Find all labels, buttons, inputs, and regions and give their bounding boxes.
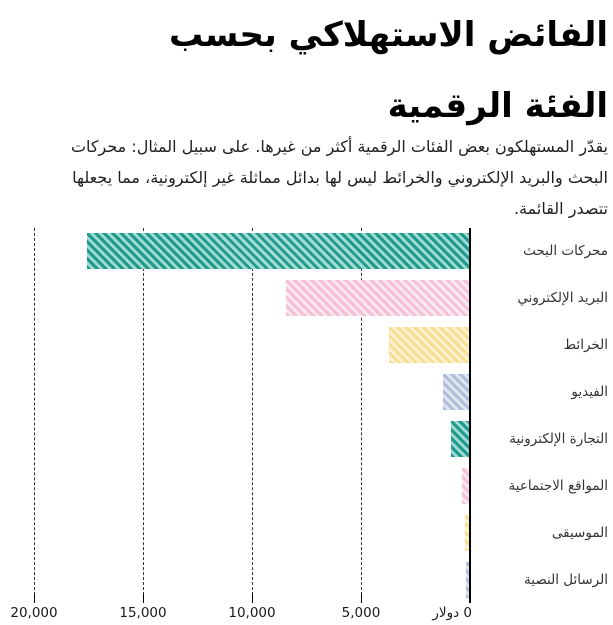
gridline-10000 <box>252 228 253 600</box>
y-axis-zero-line <box>469 228 471 603</box>
bar-6 <box>462 468 469 504</box>
category-label-6: المواقع الاجتماعية <box>508 478 608 494</box>
category-label-7: الموسيقى <box>551 525 608 541</box>
x-axis-label-10000: 10,000 <box>228 605 276 621</box>
bar-3 <box>389 327 469 363</box>
bar-chart: 20,000 15,000 10,000 5,000 0 دولار محركات الب… <box>0 225 613 625</box>
gridline-20000 <box>34 228 35 600</box>
category-label-5: التجارة الإلكترونية <box>509 431 608 447</box>
category-label-2: البريد الإلكتروني <box>517 290 608 306</box>
bar-2 <box>286 280 469 316</box>
category-label-1: محركات البحث <box>523 243 608 259</box>
bar-8 <box>466 562 469 598</box>
page-title-line2: الفئة الرقمية <box>387 86 608 126</box>
gridline-15000 <box>143 228 144 600</box>
x-axis-label-15000: 15,000 <box>119 605 167 621</box>
page-title: الفائض الاستهلاكي بحسب الفئة الرقمية <box>5 0 608 142</box>
bar-7 <box>465 515 469 551</box>
page-title-line1: الفائض الاستهلاكي بحسب <box>168 15 608 55</box>
x-axis-label-5000: 5,000 <box>341 605 381 621</box>
x-axis-label-0: 0 دولار <box>432 605 472 621</box>
x-axis-label-20000: 20,000 <box>10 605 58 621</box>
axis-tick-5000 <box>361 594 362 603</box>
bar-5 <box>451 421 469 457</box>
axis-tick-15000 <box>143 594 144 603</box>
bar-4 <box>443 374 469 410</box>
category-label-3: الخرائط <box>563 337 608 353</box>
axis-tick-20000 <box>34 594 35 603</box>
chart-subtitle: يقدّر المستهلكون بعض الفئات الرقمية أكثر… <box>70 137 608 218</box>
category-label-4: الفيديو <box>571 384 608 400</box>
axis-tick-10000 <box>252 594 253 603</box>
category-label-8: الرسائل النصية <box>524 572 608 588</box>
gridline-5000 <box>361 228 362 600</box>
bar-1 <box>87 233 469 269</box>
